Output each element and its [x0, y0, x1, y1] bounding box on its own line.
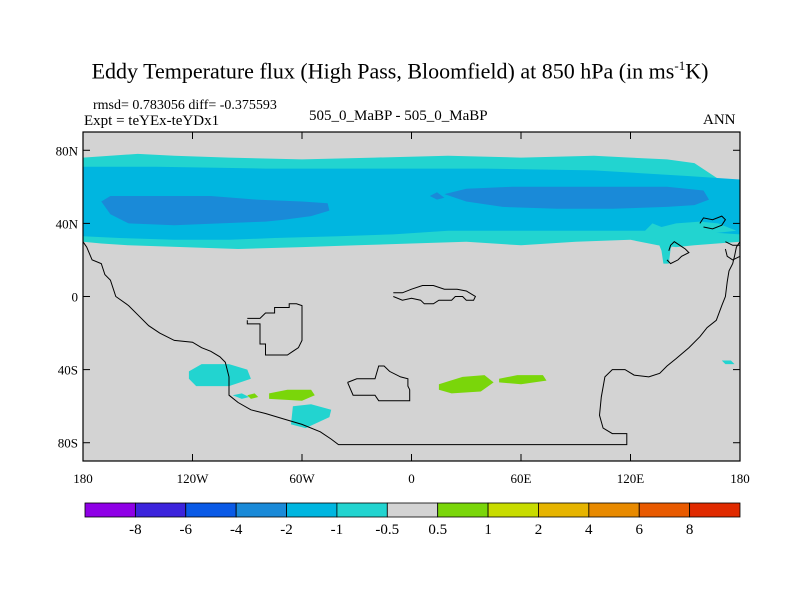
colorbar-label: -0.5 [375, 522, 399, 538]
colorbar-label: -6 [180, 522, 193, 538]
stats-label: rmsd= 0.783056 diff= -0.375593 [93, 98, 277, 113]
region-sh-cyan-east [721, 360, 735, 365]
season-label: ANN [703, 112, 736, 128]
colorbar-label: -1 [331, 522, 344, 538]
y-tick-label: 40S [58, 363, 78, 378]
region-sh-cyan-small [232, 393, 250, 399]
colorbar-swatch [336, 502, 388, 518]
outline-northeast-edge [724, 241, 740, 261]
x-tick-label: 180 [73, 471, 93, 486]
colorbar-label: 1 [484, 522, 492, 538]
colorbar-swatch [638, 502, 691, 518]
colorbar-swatch [588, 502, 640, 518]
outline-east-pacific-coast [83, 241, 740, 446]
x-tick-label: 0 [408, 471, 415, 486]
x-tick-label: 60E [511, 471, 532, 486]
outline-northeast-cell [699, 215, 727, 230]
colorbar-swatch [286, 502, 338, 518]
region-sh-green-2 [247, 393, 259, 399]
region-sh-cyan-south [291, 404, 332, 429]
outline-equatorial-ring [393, 285, 477, 305]
colorbar-swatch [84, 502, 136, 518]
colorbar-swatch [689, 502, 741, 518]
colorbar-swatch [235, 502, 287, 518]
colorbar-swatch [437, 502, 489, 518]
outline-northeast-box [666, 241, 690, 265]
x-tick-label: 180 [730, 471, 750, 486]
colorbar-label: 2 [535, 522, 543, 538]
region-nh-core-west [101, 196, 330, 226]
y-tick-label: 80S [58, 436, 78, 451]
x-tick-label: 120E [617, 471, 645, 486]
colorbar-swatch [487, 502, 539, 518]
outline-antarctic-rim [347, 365, 411, 402]
x-tick-label: 120W [177, 471, 210, 486]
colorbar-swatch [185, 502, 237, 518]
colorbar-label: 0.5 [428, 522, 447, 538]
colorbar-swatch [386, 502, 439, 518]
region-sh-green-4 [499, 375, 547, 385]
y-tick-label: 40N [56, 216, 79, 231]
case-label: 505_0_MaBP - 505_0_MaBP [309, 108, 488, 124]
colorbar-label: 6 [635, 522, 643, 538]
colorbar-label: 8 [686, 522, 694, 538]
expt-label: Expt = teYEx-teYDx1 [84, 113, 220, 129]
region-sh-green-1 [269, 389, 315, 401]
region-sh-green-3 [438, 375, 494, 394]
colorbar-label: -8 [129, 522, 142, 538]
chart-title: Eddy Temperature flux (High Pass, Bloomf… [91, 58, 709, 84]
colorbar-swatch [538, 502, 590, 518]
region-sh-cyan-west [188, 364, 251, 387]
outline-patagonia-block [246, 303, 303, 356]
colorbar-swatch [134, 502, 187, 518]
x-tick-label: 60W [289, 471, 315, 486]
colorbar-label: 4 [585, 522, 593, 538]
region-nh-cyan-lobe [645, 221, 737, 240]
region-nh-core-east [444, 186, 709, 209]
region-nh-spot [429, 192, 445, 200]
colorbar-label: -4 [230, 522, 243, 538]
y-tick-label: 0 [72, 290, 79, 305]
y-tick-label: 80N [56, 143, 79, 158]
colorbar-label: -2 [280, 522, 293, 538]
